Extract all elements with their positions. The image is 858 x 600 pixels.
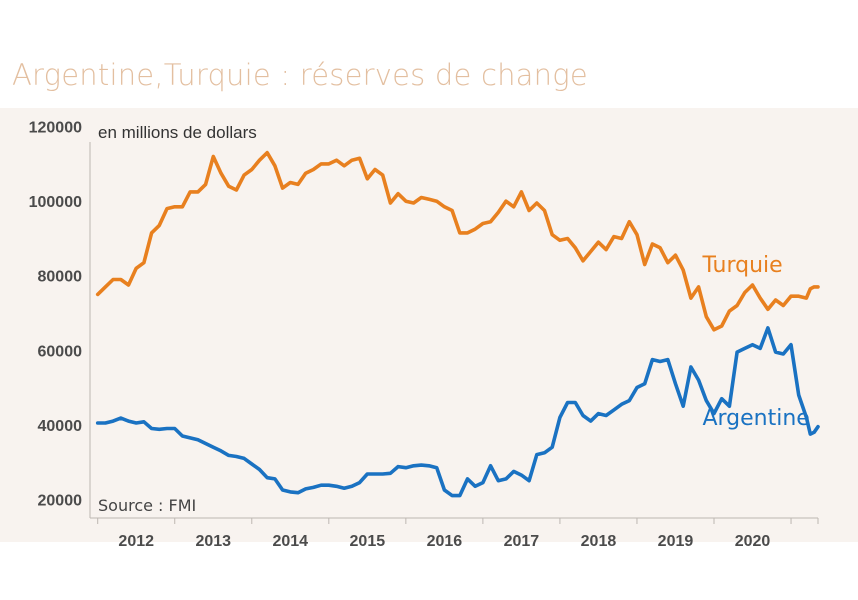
x-tick-label: 2019 bbox=[658, 533, 694, 550]
x-tick-label: 2013 bbox=[195, 533, 231, 550]
x-tick-label: 2017 bbox=[504, 533, 540, 550]
x-tick-label: 2015 bbox=[350, 533, 386, 550]
x-tick-label: 2018 bbox=[581, 533, 617, 550]
y-tick-label: 80000 bbox=[38, 269, 83, 286]
y-tick-label: 100000 bbox=[29, 194, 82, 211]
x-tick-label: 2016 bbox=[427, 533, 463, 550]
x-tick-label: 2020 bbox=[735, 533, 771, 550]
y-tick-label: 40000 bbox=[38, 418, 83, 435]
source-label: Source : FMI bbox=[98, 496, 196, 515]
x-tick-label: 2012 bbox=[118, 533, 154, 550]
series-label-turquie: Turquie bbox=[701, 253, 782, 278]
y-tick-label: 20000 bbox=[38, 492, 83, 509]
plot-background bbox=[0, 108, 858, 542]
y-tick-label: 120000 bbox=[29, 120, 82, 137]
series-label-argentine: Argentine bbox=[702, 406, 809, 431]
unit-label: en millions de dollars bbox=[98, 123, 257, 142]
y-tick-label: 60000 bbox=[38, 343, 83, 360]
x-tick-label: 2014 bbox=[272, 533, 308, 550]
